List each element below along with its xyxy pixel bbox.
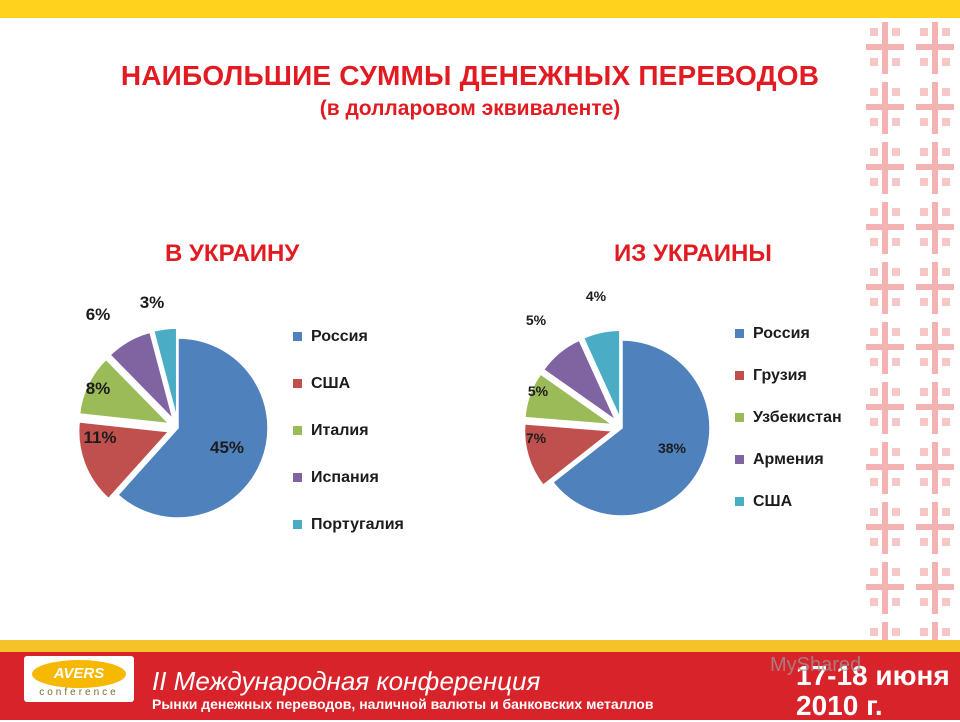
legend-swatch-0-0 bbox=[293, 332, 302, 341]
legend-label-1-1: Грузия bbox=[753, 367, 807, 384]
legend-label-1-2: Узбекистан bbox=[753, 409, 842, 426]
data-label-1-4: 4% bbox=[586, 288, 607, 304]
legend-label-0-0: Россия bbox=[311, 328, 368, 345]
pie-slice-1-3 bbox=[542, 339, 618, 423]
data-label-0-0: 45% bbox=[210, 438, 244, 457]
watermark-text: MyShared bbox=[770, 654, 862, 676]
pie-slice-0-0 bbox=[116, 337, 269, 519]
legend-label-0-1: США bbox=[311, 375, 351, 392]
pie-slice-1-2 bbox=[524, 372, 616, 426]
pie-slice-0-1 bbox=[77, 421, 171, 500]
legend-swatch-1-0 bbox=[735, 329, 744, 338]
slide-subtitle: (в долларовом эквиваленте) bbox=[319, 97, 621, 120]
legend-label-1-0: Россия bbox=[753, 325, 810, 342]
data-label-1-2: 5% bbox=[528, 383, 549, 399]
footer-banner: AVERS conference II Международная конфер… bbox=[0, 640, 960, 721]
ornament-pattern bbox=[860, 18, 960, 640]
conference-title: II Международная конференция bbox=[152, 666, 541, 696]
data-label-0-2: 8% bbox=[86, 379, 111, 398]
avers-logo: AVERS conference bbox=[24, 656, 134, 702]
pie-slice-0-3 bbox=[109, 331, 175, 422]
chart-title-from-ukraine: ИЗ УКРАИНЫ bbox=[614, 240, 772, 267]
pie-slice-1-4 bbox=[582, 329, 621, 419]
legend-swatch-1-1 bbox=[735, 371, 744, 380]
pie-slice-0-4 bbox=[152, 327, 178, 419]
legend-swatch-0-2 bbox=[293, 426, 302, 435]
data-label-0-3: 6% bbox=[86, 305, 111, 324]
logo-text: AVERS bbox=[32, 660, 126, 688]
data-label-1-3: 5% bbox=[526, 312, 547, 328]
pie-slice-0-2 bbox=[78, 358, 172, 425]
slide-title: НАИБОЛЬШИЕ СУММЫ ДЕНЕЖНЫХ ПЕРЕВОДОВ bbox=[120, 60, 820, 91]
legend-swatch-1-3 bbox=[735, 455, 744, 464]
chart-title-to-ukraine: В УКРАИНУ bbox=[165, 240, 300, 267]
legend-label-1-4: США bbox=[753, 493, 793, 510]
legend-label-0-4: Португалия bbox=[311, 516, 404, 533]
legend-swatch-1-2 bbox=[735, 413, 744, 422]
legend-label-0-2: Италия bbox=[311, 422, 369, 439]
footer-band bbox=[0, 640, 960, 652]
top-accent-bar bbox=[0, 0, 960, 18]
pie-slice-1-1 bbox=[523, 423, 615, 487]
legend-swatch-0-3 bbox=[293, 473, 302, 482]
conference-subtitle: Рынки денежных переводов, наличной валют… bbox=[152, 696, 654, 712]
conference-date: 17-18 июня bbox=[796, 660, 950, 691]
data-label-1-1: 7% bbox=[526, 430, 547, 446]
logo-subtext: conference bbox=[39, 687, 119, 698]
data-label-0-4: 3% bbox=[140, 293, 165, 312]
data-label-0-1: 11% bbox=[83, 428, 116, 447]
conference-year: 2010 г. bbox=[796, 690, 883, 721]
data-label-1-0: 38% bbox=[658, 440, 687, 456]
legend-swatch-0-4 bbox=[293, 520, 302, 529]
legend-label-0-3: Испания bbox=[311, 469, 379, 486]
pie-slice-1-0 bbox=[551, 339, 711, 517]
legend-swatch-0-1 bbox=[293, 379, 302, 388]
legend-swatch-1-4 bbox=[735, 497, 744, 506]
legend-label-1-3: Армения bbox=[753, 451, 824, 468]
